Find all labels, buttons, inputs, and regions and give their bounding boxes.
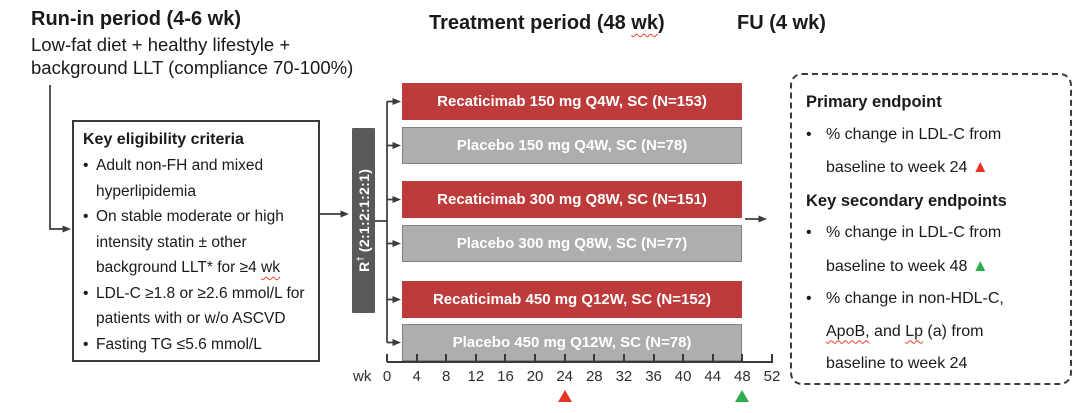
treatment-title-close: ) (657, 12, 665, 34)
run-in-period-title: Run-in period (4-6 wk) (31, 8, 241, 30)
primary-endpoint-title: Primary endpoint (806, 93, 942, 111)
arm-bar-recaticimab-150: Recaticimab 150 mg Q4W, SC (N=153) (402, 83, 742, 120)
week-tick-label: 16 (497, 368, 514, 385)
week-axis-line (387, 361, 773, 363)
bullet-dot (83, 153, 96, 204)
arm-bar-recaticimab-450: Recaticimab 450 mg Q12W, SC (N=152) (402, 281, 742, 318)
treatment-title-text: Treatment period (48 (429, 12, 632, 34)
week48-marker-triangle-icon (735, 390, 749, 402)
week-tick (593, 354, 596, 362)
eligibility-bullet-1: Adult non-FH and mixed hyperlipidemia (83, 153, 314, 204)
week-tick-label: 8 (442, 368, 451, 385)
eligibility-bullet-3: LDL-C ≥1.8 or ≥2.6 mmol/L for patients w… (83, 281, 314, 332)
bullet-dot (806, 119, 826, 185)
arm-bar-recaticimab-300: Recaticimab 300 mg Q8W, SC (N=151) (402, 181, 742, 218)
week24-triangle-icon: ▲ (971, 157, 989, 176)
week-tick-label: 44 (704, 368, 722, 385)
week-tick-label: 52 (763, 368, 781, 385)
arm-bar-placebo-150: Placebo 150 mg Q4W, SC (N=78) (402, 127, 742, 164)
bullet-dot (83, 332, 96, 358)
arm-bar-placebo-450: Placebo 450 mg Q12W, SC (N=78) (402, 324, 742, 361)
endpoints-panel: Primary endpoint % change in LDL-C from … (790, 73, 1072, 385)
treatment-title-flagged-word: wk (631, 12, 658, 34)
secondary-endpoints-title: Key secondary endpoints (806, 191, 1007, 210)
bullet-dot (83, 281, 96, 332)
week-axis-unit: wk (353, 368, 372, 385)
primary-endpoint-bullet: % change in LDL-C from baseline to week … (806, 119, 1064, 185)
week-tick-label: 48 (734, 368, 751, 385)
week-tick (445, 354, 448, 362)
week-tick (415, 354, 418, 362)
week-tick (386, 354, 388, 362)
flagged-word-apob: ApoB, (826, 322, 870, 340)
arm-bar-placebo-300: Placebo 300 mg Q8W, SC (N=77) (402, 225, 742, 262)
bullet-dot (83, 204, 96, 281)
eligibility-box: Key eligibility criteria Adult non-FH an… (72, 120, 320, 362)
week-tick-label: 36 (645, 368, 662, 385)
randomization-label: R†(2:1:2:1:2:1) (355, 169, 372, 272)
week-tick (711, 354, 714, 362)
bullet-dot (806, 217, 826, 283)
eligibility-bullet-4: Fasting TG ≤5.6 mmol/L (83, 332, 314, 358)
week-tick (741, 354, 744, 362)
week-tick (534, 354, 537, 362)
week-tick-label: 0 (382, 368, 392, 385)
eligibility-flagged-word: wk (261, 259, 280, 276)
week-tick-label: 4 (412, 368, 421, 385)
week-tick-label: 40 (674, 368, 692, 385)
week-tick (504, 354, 507, 362)
eligibility-title: Key eligibility criteria (83, 131, 244, 148)
week-tick-label: 24 (556, 368, 574, 385)
flagged-word-lp: Lp (905, 322, 923, 340)
run-in-description-line1: Low-fat diet + healthy lifestyle + (31, 34, 291, 55)
week-tick-label: 28 (585, 368, 603, 385)
randomization-dagger: † (355, 256, 366, 262)
run-in-description-line2: background LLT (compliance 70-100%) (31, 57, 354, 78)
week48-triangle-icon: ▲ (971, 255, 989, 275)
week-tick (563, 354, 566, 362)
week-tick-label: 32 (615, 368, 633, 385)
week-tick (682, 354, 685, 362)
arrow-runin-to-eligibility (49, 85, 71, 233)
week-tick (652, 354, 655, 362)
secondary-endpoint-bullet-2: % change in non-HDL-C, ApoB, and Lp (a) … (806, 283, 1064, 381)
week-tick (474, 354, 477, 362)
week24-marker-triangle-icon (558, 390, 572, 402)
bullet-dot (806, 283, 826, 381)
eligibility-bullet-2: On stable moderate or high intensity sta… (83, 204, 314, 281)
treatment-period-title: Treatment period (48 wk) (429, 12, 665, 35)
week-tick (770, 354, 773, 362)
randomization-ratio: (2:1:2:1:2:1) (355, 169, 372, 253)
week-tick-label: 12 (467, 368, 485, 385)
follow-up-title: FU (4 wk) (737, 12, 826, 34)
randomization-bar: R†(2:1:2:1:2:1) (352, 128, 375, 313)
week-tick (622, 354, 625, 362)
secondary-endpoint-bullet-1: % change in LDL-C from baseline to week … (806, 217, 1064, 283)
week-tick-label: 20 (526, 368, 544, 385)
